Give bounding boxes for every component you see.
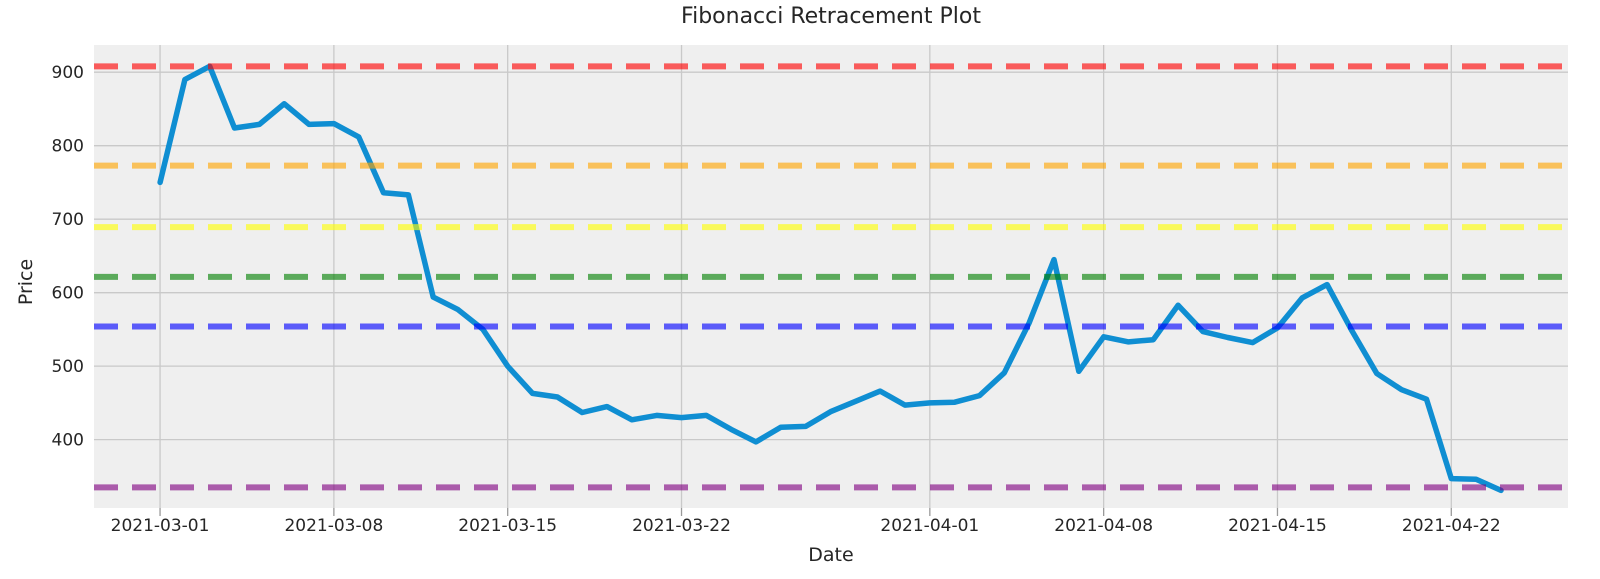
x-tick-label: 2021-03-01 [111,516,210,536]
x-tick-label: 2021-03-22 [632,516,731,536]
x-tick-label: 2021-04-22 [1402,516,1501,536]
y-tick-label: 900 [52,63,84,83]
x-tick-label: 2021-04-08 [1054,516,1153,536]
chart-title: Fibonacci Retracement Plot [681,4,981,29]
x-tick-label: 2021-04-15 [1228,516,1327,536]
y-tick-label: 600 [52,284,84,304]
x-axis-label: Date [808,544,854,566]
y-axis-label: Price [15,258,37,306]
y-tick-label: 700 [52,210,84,230]
y-tick-label: 500 [52,357,84,377]
x-tick-label: 2021-04-01 [880,516,979,536]
y-tick-label: 400 [52,431,84,451]
y-tick-label: 800 [52,137,84,157]
x-tick-label: 2021-03-15 [458,516,557,536]
x-tick-label: 2021-03-08 [284,516,383,536]
